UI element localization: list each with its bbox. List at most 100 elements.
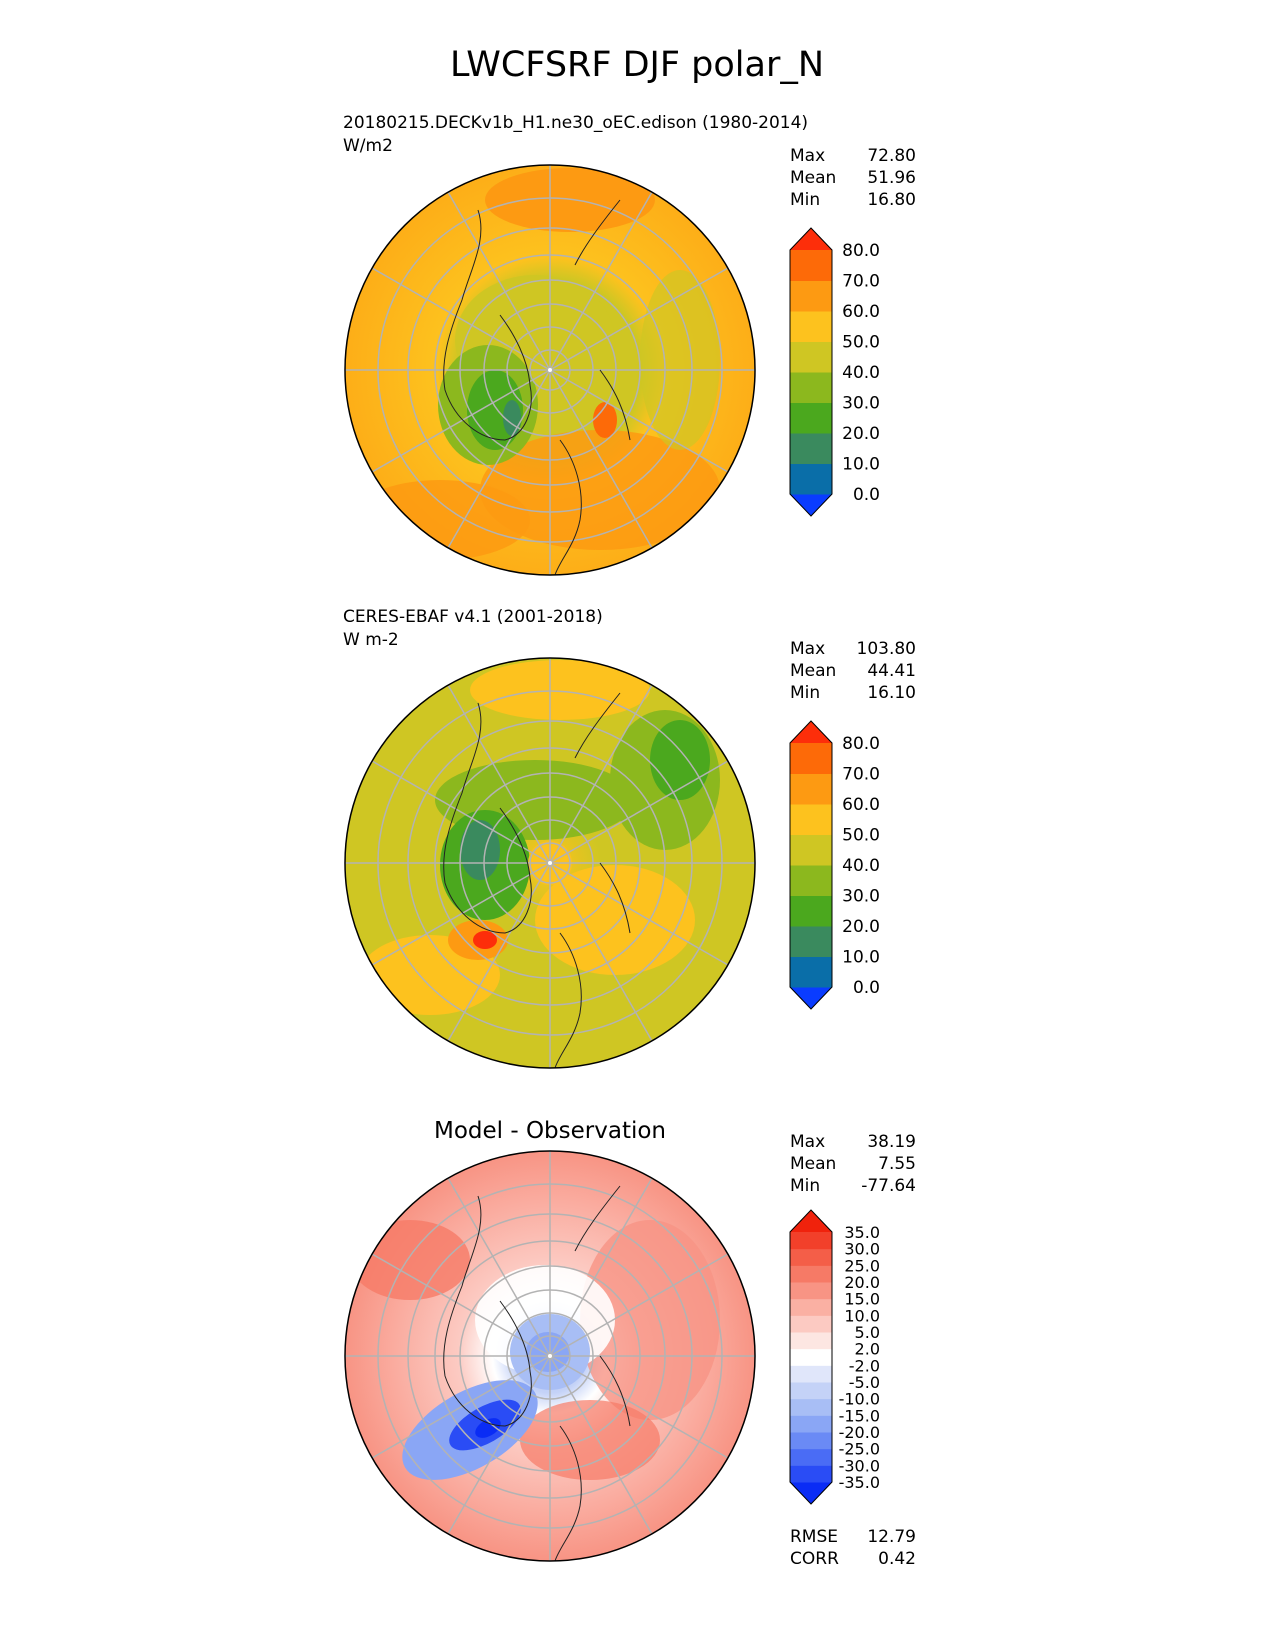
stat-label-min: Min xyxy=(790,190,820,210)
panel-difference-stats: Max 38.19 Mean 7.55 Min -77.64 xyxy=(790,1132,916,1196)
colorbar-bin xyxy=(790,1265,832,1283)
colorbar-bin xyxy=(790,402,832,434)
colorbar-tick-label: 25.0 xyxy=(844,1256,880,1275)
field-region-positive-south xyxy=(520,1400,660,1480)
colorbar-bin xyxy=(790,1282,832,1300)
panel-model-units: W/m2 xyxy=(343,136,393,156)
colorbar-tick-label: 30.0 xyxy=(842,394,880,414)
panel-observation-stats: Max 103.80 Mean 44.41 Min 16.10 xyxy=(790,639,916,703)
stat-value-max: 103.80 xyxy=(857,639,916,659)
colorbar-bin xyxy=(790,1382,832,1400)
field-region-positive-west xyxy=(350,1220,470,1300)
colorbar-outline xyxy=(789,720,833,1010)
colorbar-tick-label: 50.0 xyxy=(842,826,880,846)
colorbar-bin xyxy=(790,1398,832,1416)
panel-model-colorbar: 0.0 10.0 20.0 30.0 40.0 50.0 60.0 70.0 80.0 xyxy=(789,227,880,517)
colorbar-extend-min xyxy=(790,987,832,1009)
stat-label-min: Min xyxy=(790,683,820,703)
colorbar-extend-max xyxy=(790,228,832,250)
colorbar-bin xyxy=(790,865,832,896)
stat-label-max: Max xyxy=(790,1132,825,1152)
panel-difference-map xyxy=(345,1151,755,1561)
panel-model-map xyxy=(345,165,755,575)
colorbar-bin xyxy=(790,895,832,927)
colorbar-tick-label: 2.0 xyxy=(855,1340,880,1359)
colorbar-bin xyxy=(790,1465,832,1483)
colorbar-tick-label: 10.0 xyxy=(842,948,880,968)
colorbar-tick-label: 0.0 xyxy=(853,978,880,998)
stat-label-max: Max xyxy=(790,639,825,659)
stat-label-mean: Mean xyxy=(790,661,836,681)
metric-label-corr: CORR xyxy=(790,1549,839,1569)
stat-value-max: 38.19 xyxy=(867,1132,916,1152)
colorbar-bin xyxy=(790,463,832,495)
stat-value-mean: 44.41 xyxy=(867,661,916,681)
panel-observation-map xyxy=(345,658,755,1068)
field-region-high-southwest xyxy=(350,480,530,560)
colorbar-tick-label: -15.0 xyxy=(839,1406,880,1425)
stat-label-max: Max xyxy=(790,146,825,166)
panel-difference-title: Model - Observation xyxy=(434,1118,666,1144)
field-region-peak-core xyxy=(473,931,497,949)
panel-difference: Model - Observation xyxy=(344,1118,916,1569)
colorbar-bin xyxy=(790,1365,832,1383)
pole-marker xyxy=(548,368,552,372)
coastlines xyxy=(443,199,631,575)
figure-title: LWCFSRF DJF polar_N xyxy=(450,45,824,85)
stat-value-min: -77.64 xyxy=(861,1176,916,1196)
field-region-high-north xyxy=(470,660,650,720)
colorbar-bin xyxy=(790,280,832,312)
colorbar-bin xyxy=(790,926,832,957)
colorbar-bin xyxy=(790,372,832,403)
panel-observation: CERES-EBAF v4.1 (2001-2018) W m-2 xyxy=(343,607,916,1069)
panel-observation-case-label: CERES-EBAF v4.1 (2001-2018) xyxy=(343,607,603,627)
field-region-negative-min xyxy=(475,1418,501,1438)
stat-value-max: 72.80 xyxy=(867,146,916,166)
stat-value-min: 16.80 xyxy=(867,190,916,210)
colorbar-tick-label: 80.0 xyxy=(842,241,880,261)
stat-label-mean: Mean xyxy=(790,1154,836,1174)
colorbar-bin xyxy=(790,804,832,835)
colorbar-bin xyxy=(790,311,832,342)
panel-model-map-border xyxy=(344,164,756,576)
colorbar-tick-label: -2.0 xyxy=(849,1356,880,1375)
panel-observation-units: W m-2 xyxy=(343,630,399,650)
colorbar-tick-label: 10.0 xyxy=(844,1306,880,1325)
colorbar-bin xyxy=(790,1415,832,1433)
colorbar-bin xyxy=(790,1348,832,1366)
colorbar-bin xyxy=(790,1332,832,1350)
colorbar-tick-label: 0.0 xyxy=(853,485,880,505)
coastlines xyxy=(443,1185,631,1561)
stat-value-mean: 51.96 xyxy=(867,168,916,188)
colorbar-bin xyxy=(790,341,832,373)
colorbar-extend-min xyxy=(790,1482,832,1504)
colorbar-bin xyxy=(790,1298,832,1316)
colorbar-tick-label: -30.0 xyxy=(839,1456,880,1475)
colorbar-tick-label: 40.0 xyxy=(842,856,880,876)
colorbar-tick-label: 70.0 xyxy=(842,765,880,785)
stat-value-min: 16.10 xyxy=(867,683,916,703)
panel-difference-colorbar: -35.0-30.0-25.0-20.0-15.0-10.0-5.0-2.02.… xyxy=(789,1209,880,1505)
colorbar-tick-label: 10.0 xyxy=(842,455,880,475)
colorbar-tick-label: 20.0 xyxy=(842,424,880,444)
pole-marker xyxy=(548,1354,552,1358)
colorbar-tick-label: 20.0 xyxy=(844,1273,880,1292)
colorbar-tick-label: 5.0 xyxy=(855,1323,880,1342)
pole-marker xyxy=(548,861,552,865)
colorbar-tick-label: -5.0 xyxy=(849,1373,880,1392)
colorbar-tick-label: 30.0 xyxy=(842,887,880,907)
colorbar-outline xyxy=(789,227,833,517)
colorbar-tick-label: 15.0 xyxy=(844,1290,880,1309)
colorbar-tick-label: 35.0 xyxy=(844,1223,880,1242)
colorbar-tick-label: 70.0 xyxy=(842,272,880,292)
colorbar-bin xyxy=(790,773,832,805)
colorbar-bin xyxy=(790,1432,832,1450)
colorbar-bin xyxy=(790,1248,832,1266)
colorbar-tick-label: 50.0 xyxy=(842,333,880,353)
metric-value-corr: 0.42 xyxy=(878,1549,916,1569)
colorbar-bin xyxy=(790,250,832,281)
colorbar-tick-label: 40.0 xyxy=(842,363,880,383)
colorbar-bin xyxy=(790,743,832,774)
colorbar-bin xyxy=(790,1232,832,1250)
colorbar-bin xyxy=(790,1315,832,1333)
